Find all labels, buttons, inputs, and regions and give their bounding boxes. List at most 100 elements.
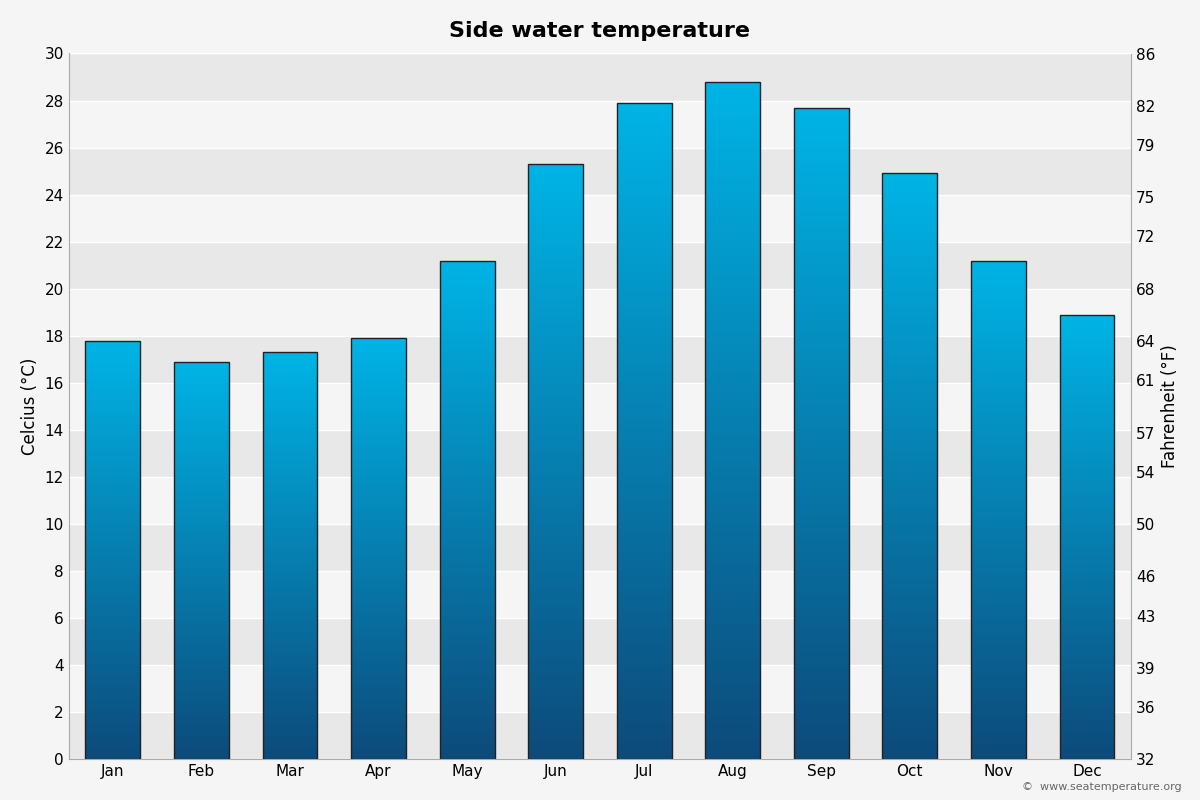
Bar (528, 586, 583, 589)
Bar (882, 230, 937, 232)
Bar (706, 294, 761, 296)
Bar (794, 312, 848, 314)
Bar (174, 362, 229, 759)
Bar (706, 190, 761, 193)
Bar (882, 722, 937, 724)
Bar (263, 689, 318, 690)
Bar (794, 386, 848, 388)
Bar (706, 194, 761, 197)
Bar (882, 713, 937, 714)
Bar (352, 365, 406, 366)
Bar (528, 503, 583, 506)
Bar (263, 525, 318, 526)
Bar (617, 527, 672, 530)
Bar (439, 674, 494, 676)
Bar (617, 333, 672, 335)
Bar (439, 367, 494, 369)
Bar (617, 298, 672, 300)
Bar (706, 136, 761, 138)
Bar (352, 487, 406, 488)
Bar (971, 654, 1026, 656)
Bar (706, 563, 761, 565)
Bar (174, 543, 229, 545)
Bar (971, 691, 1026, 693)
Bar (352, 522, 406, 523)
Bar (794, 670, 848, 673)
Bar (971, 713, 1026, 714)
Bar (1060, 340, 1115, 342)
Bar (439, 631, 494, 633)
Bar (174, 555, 229, 557)
Bar (439, 582, 494, 583)
Bar (617, 265, 672, 267)
Bar (263, 557, 318, 558)
Bar (1060, 561, 1115, 562)
Bar (85, 536, 140, 538)
Bar (174, 656, 229, 658)
Bar (617, 250, 672, 252)
Bar (706, 646, 761, 649)
Bar (174, 580, 229, 582)
Bar (617, 735, 672, 738)
Bar (439, 653, 494, 654)
Bar (1060, 346, 1115, 347)
Bar (882, 716, 937, 718)
Bar (174, 700, 229, 701)
Bar (706, 606, 761, 608)
Bar (1060, 605, 1115, 606)
Bar (706, 95, 761, 98)
Bar (971, 349, 1026, 350)
Bar (528, 578, 583, 581)
Bar (971, 380, 1026, 382)
Bar (882, 640, 937, 642)
Bar (706, 204, 761, 206)
Bar (617, 497, 672, 499)
Bar (439, 665, 494, 666)
Bar (882, 370, 937, 373)
Bar (352, 690, 406, 692)
Bar (528, 428, 583, 430)
Bar (1060, 625, 1115, 626)
Bar (528, 747, 583, 750)
Bar (439, 654, 494, 656)
Bar (971, 733, 1026, 734)
Bar (706, 125, 761, 127)
Bar (617, 619, 672, 622)
Bar (1060, 535, 1115, 537)
Bar (617, 622, 672, 624)
Bar (882, 258, 937, 259)
Bar (1060, 556, 1115, 558)
Bar (85, 504, 140, 506)
Bar (882, 506, 937, 507)
Bar (706, 452, 761, 454)
Bar (971, 557, 1026, 558)
Bar (882, 687, 937, 689)
Bar (528, 164, 583, 166)
Bar (1060, 481, 1115, 482)
Bar (794, 230, 848, 231)
Bar (971, 397, 1026, 398)
Bar (174, 616, 229, 618)
Bar (794, 614, 848, 616)
Bar (85, 610, 140, 611)
Bar (617, 514, 672, 517)
Bar (882, 744, 937, 746)
Bar (528, 374, 583, 376)
Bar (439, 583, 494, 585)
Bar (352, 702, 406, 703)
Bar (971, 490, 1026, 492)
Bar (263, 488, 318, 490)
Bar (85, 480, 140, 482)
Bar (882, 492, 937, 494)
Bar (706, 418, 761, 421)
Bar (263, 463, 318, 465)
Bar (794, 542, 848, 544)
Bar (528, 258, 583, 259)
Bar (882, 595, 937, 598)
Bar (882, 496, 937, 498)
Bar (706, 635, 761, 638)
Bar (85, 639, 140, 641)
Bar (706, 222, 761, 224)
Bar (528, 722, 583, 723)
Bar (794, 383, 848, 386)
